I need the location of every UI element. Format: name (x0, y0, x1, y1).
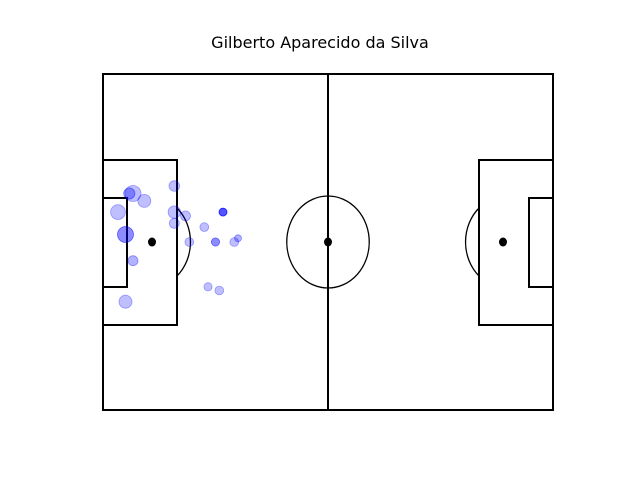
data-point (210, 237, 220, 247)
right-six-yard-box (528, 197, 554, 288)
data-point (118, 294, 133, 309)
data-point (123, 187, 136, 200)
data-point (168, 217, 180, 229)
data-point (168, 180, 181, 192)
data-point (203, 282, 213, 292)
data-point (234, 234, 242, 243)
data-point (137, 193, 152, 208)
pitch-spots (148, 237, 507, 247)
chart-title: Gilberto Aparecido da Silva (211, 33, 429, 52)
centre-spot (324, 237, 332, 247)
data-point (124, 185, 142, 202)
right-penalty-spot (499, 237, 507, 247)
data-point (214, 285, 225, 296)
data-points (110, 180, 242, 309)
right-penalty-arc (464, 207, 480, 277)
data-point (218, 207, 228, 217)
data-point (199, 222, 210, 232)
centre-circle (286, 195, 370, 289)
data-point (117, 226, 134, 243)
left-penalty-arc (176, 207, 192, 277)
pitch-markings (102, 73, 554, 411)
left-penalty-spot (148, 237, 156, 247)
right-penalty-box (478, 159, 554, 326)
data-point (184, 237, 195, 247)
data-point (127, 255, 139, 267)
data-point (229, 237, 240, 247)
data-point (167, 205, 181, 219)
data-point (180, 210, 191, 222)
data-point (110, 204, 126, 220)
left-penalty-box (102, 159, 178, 326)
